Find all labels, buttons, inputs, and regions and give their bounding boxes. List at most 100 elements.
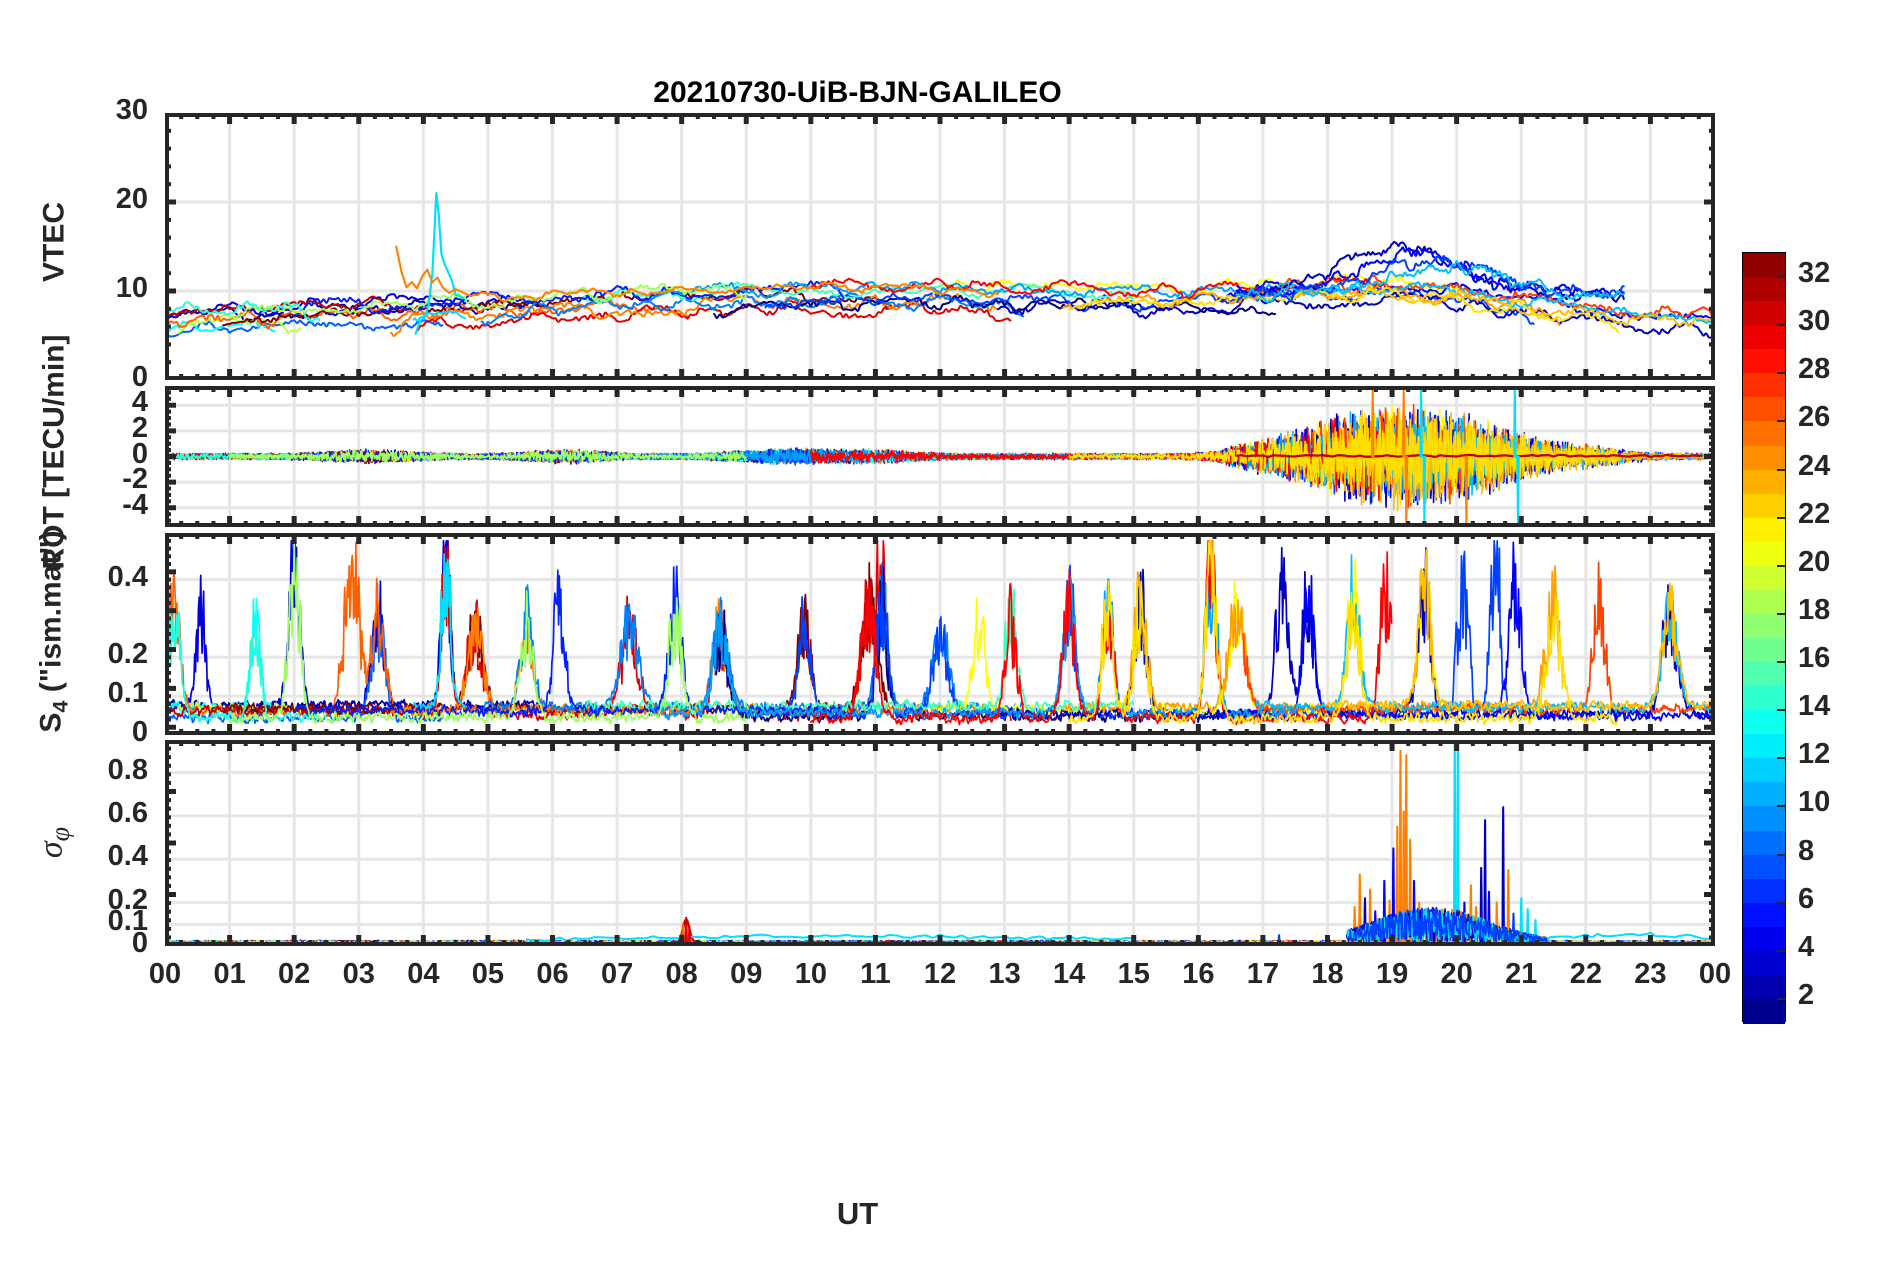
data-trace — [165, 597, 321, 724]
data-trace — [1401, 810, 1406, 944]
figure-title: 20210730-UiB-BJN-GALILEO — [653, 76, 1062, 109]
colorbar-band — [1743, 565, 1785, 591]
colorbar-tick-label: 22 — [1798, 497, 1831, 530]
plot-panel-vtec[interactable] — [165, 113, 1715, 380]
colorbar-band — [1743, 902, 1785, 928]
data-trace — [1352, 905, 1357, 944]
colorbar-band — [1743, 998, 1785, 1024]
data-trace — [1398, 749, 1403, 944]
data-trace — [390, 293, 999, 338]
data-trace — [1404, 455, 1409, 527]
colorbar-band — [1743, 950, 1785, 976]
colorbar-band — [1743, 638, 1785, 663]
data-trace — [414, 192, 465, 335]
data-trace — [1487, 890, 1491, 944]
colorbar-tick-label: 12 — [1798, 738, 1831, 771]
x-tick-label: 09 — [730, 958, 763, 990]
data-trace — [1506, 869, 1511, 944]
data-trace — [1395, 825, 1400, 944]
data-trace — [165, 541, 689, 718]
data-trace — [412, 310, 466, 322]
data-trace — [1479, 866, 1483, 944]
x-tick-label: 20 — [1440, 958, 1473, 990]
colorbar-tick-label: 14 — [1798, 690, 1831, 723]
data-trace — [1326, 548, 1715, 713]
y-tick-label-sigmaphi: 0.2 — [107, 883, 148, 916]
data-trace — [525, 933, 1135, 942]
data-trace — [1511, 912, 1516, 944]
x-axis-label: UT — [836, 1196, 879, 1231]
x-tick-label: 00 — [148, 958, 182, 990]
colorbar-tick-label: 30 — [1798, 305, 1831, 338]
data-trace — [1533, 918, 1538, 944]
colorbar-tick-mark — [1777, 372, 1786, 375]
colorbar-band — [1743, 445, 1785, 471]
colorbar-tick-label: 32 — [1798, 257, 1831, 290]
x-tick-label: 15 — [1117, 958, 1150, 990]
data-trace — [1216, 541, 1715, 723]
y-axis-label-sigmaphi: σφ — [32, 826, 75, 859]
data-trace — [1326, 288, 1715, 327]
y-tick-label-s4: 0.1 — [107, 677, 148, 710]
prn-colorbar[interactable]: 2 4 6 8 10 12 14 16 18 20 22 24 26 28 30 32 PRN — [1742, 252, 1902, 1024]
y-tick-label-rot: -4 — [122, 488, 148, 521]
colorbar-tick-mark — [1777, 949, 1786, 952]
x-tick-label: 23 — [1634, 958, 1667, 990]
data-trace — [648, 554, 1296, 721]
data-trace — [1382, 879, 1387, 944]
x-tick-label: 03 — [342, 958, 375, 990]
y-tick-label-rot: 0 — [131, 437, 148, 470]
colorbar-band — [1743, 589, 1785, 615]
y-tick-label-s4: 0 — [131, 716, 148, 748]
colorbar-tick-mark — [1777, 853, 1786, 856]
colorbar-band — [1743, 493, 1785, 519]
data-trace — [1494, 901, 1499, 944]
colorbar-band — [1743, 397, 1785, 423]
colorbar-band — [1743, 349, 1785, 374]
plot-panel-s4[interactable] — [165, 533, 1715, 735]
y-tick-label-rot: 2 — [131, 411, 148, 444]
plot-panel-sigmaphi[interactable] — [165, 740, 1715, 946]
data-trace — [1235, 453, 1703, 458]
data-trace — [1401, 386, 1406, 458]
data-trace — [165, 300, 321, 323]
colorbar-band — [1743, 830, 1785, 856]
colorbar-band — [1743, 806, 1785, 832]
data-trace — [1525, 908, 1530, 944]
data-trace — [1408, 838, 1412, 944]
data-trace — [684, 916, 688, 944]
colorbar-band — [1743, 373, 1785, 398]
y-tick-label-vtec: 30 — [115, 94, 148, 126]
colorbar-band — [1743, 734, 1785, 759]
x-tick-label: 10 — [794, 958, 827, 990]
plot-panel-rot[interactable] — [165, 386, 1715, 527]
data-trace — [1358, 873, 1362, 944]
y-tick-label-rot: -2 — [122, 463, 148, 496]
data-trace — [412, 553, 466, 712]
colorbar-band — [1743, 253, 1785, 278]
y-tick-label-vtec: 10 — [115, 272, 148, 304]
colorbar-tick-label: 10 — [1798, 786, 1831, 819]
colorbar-band — [1743, 662, 1785, 687]
colorbar-band — [1743, 421, 1785, 447]
colorbar-tick-label: 4 — [1798, 930, 1815, 963]
data-trace — [176, 313, 302, 334]
data-trace — [1277, 934, 1281, 944]
colorbar-tick-label: 28 — [1798, 353, 1831, 386]
data-trace — [1068, 539, 1619, 726]
data-trace — [165, 319, 444, 338]
colorbar-tick-mark — [1777, 997, 1786, 1000]
x-tick-label: 08 — [665, 958, 698, 990]
colorbar-tick-label: 24 — [1798, 449, 1831, 482]
data-trace — [687, 925, 692, 944]
colorbar-tick-mark — [1777, 901, 1786, 904]
colorbar-tick-mark — [1777, 516, 1786, 519]
colorbar-tick-mark — [1777, 420, 1786, 423]
colorbar-band — [1743, 301, 1785, 326]
data-trace — [228, 448, 747, 464]
data-trace — [1368, 888, 1372, 944]
colorbar-tick-mark — [1777, 612, 1786, 615]
x-tick-label: 02 — [278, 958, 311, 990]
colorbar-band — [1743, 878, 1785, 904]
data-trace — [1483, 819, 1487, 944]
